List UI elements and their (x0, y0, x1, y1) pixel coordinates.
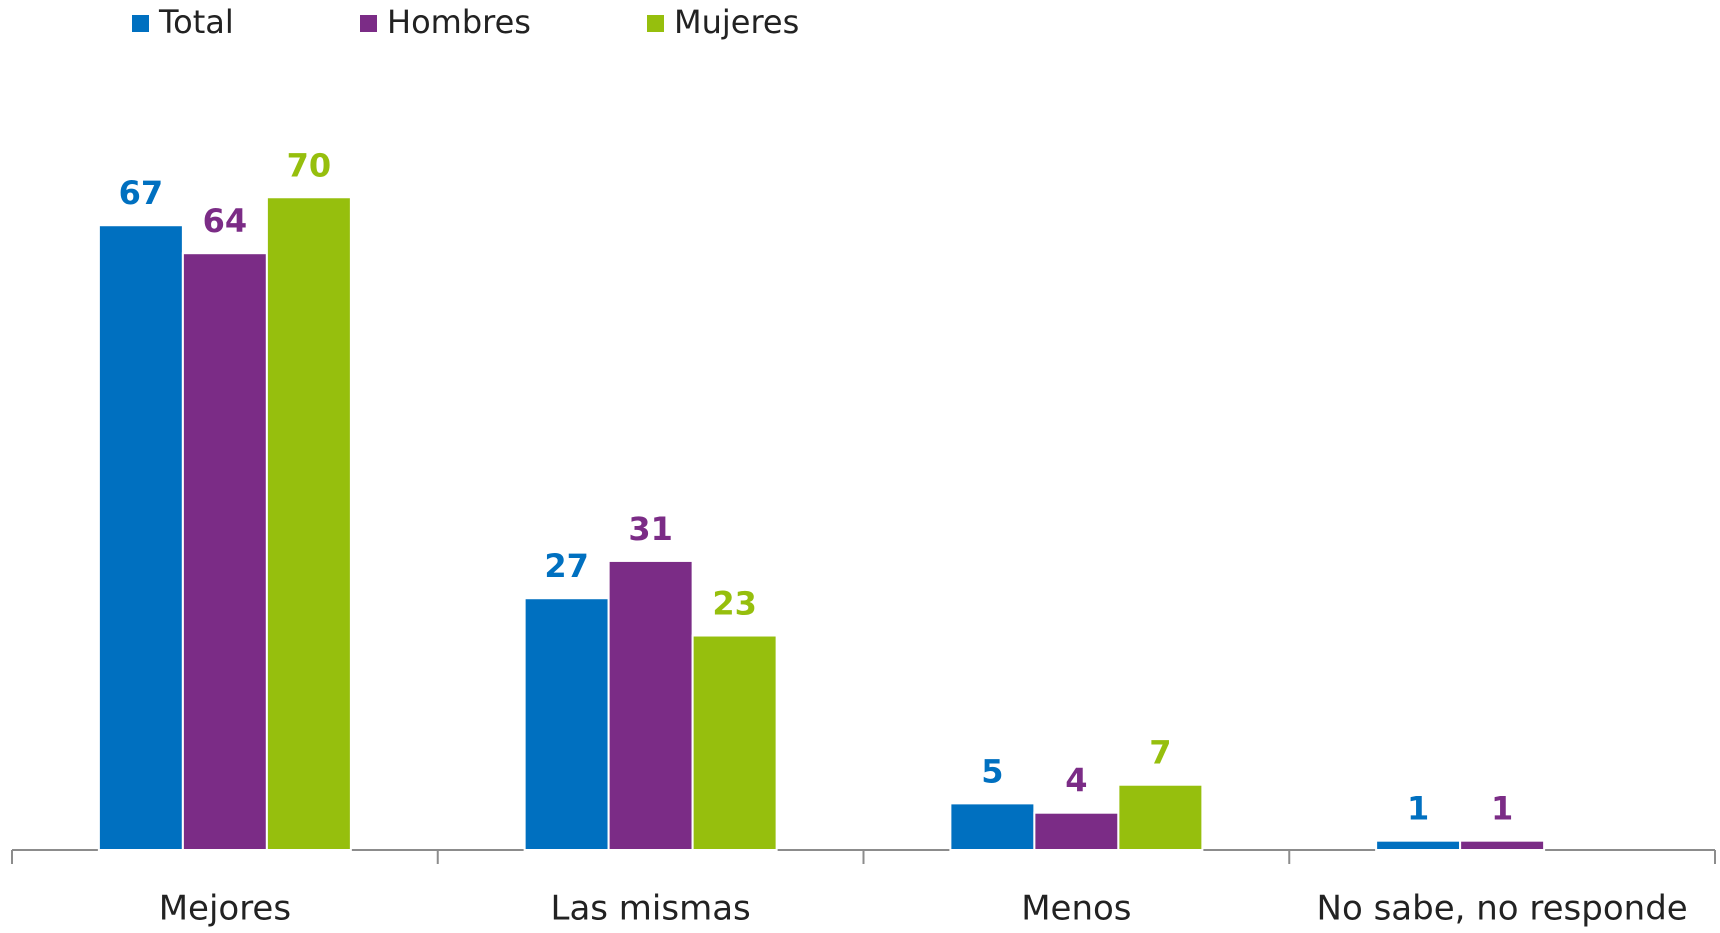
value-label: 4 (1065, 762, 1087, 800)
value-label: 67 (119, 174, 164, 212)
bar (949, 802, 1036, 851)
legend-label: Total (158, 3, 234, 41)
legend-swatch (647, 15, 664, 32)
bar (1375, 839, 1462, 851)
x-tick-label: Las mismas (551, 889, 751, 929)
bar (607, 559, 694, 851)
x-tick-label: Mejores (159, 889, 291, 929)
value-label: 23 (712, 585, 757, 623)
value-label: 7 (1149, 734, 1171, 772)
value-label: 1 (1407, 790, 1429, 828)
value-label: 70 (287, 146, 332, 184)
bar (97, 224, 184, 852)
value-label: 64 (203, 202, 248, 240)
value-label: 5 (981, 752, 1003, 790)
value-label: 27 (544, 547, 589, 585)
value-label: 1 (1491, 790, 1513, 828)
bar (1459, 839, 1546, 851)
legend-label: Mujeres (674, 3, 799, 41)
bar (691, 634, 778, 852)
legend-label: Hombres (387, 3, 531, 41)
bar (181, 252, 268, 851)
x-tick-label: No sabe, no responde (1317, 889, 1688, 929)
legend-swatch (132, 15, 149, 32)
bar (523, 597, 610, 851)
legend-swatch (360, 15, 377, 32)
bar (1117, 783, 1204, 851)
x-tick-label: Menos (1021, 889, 1131, 929)
bar (1033, 811, 1120, 852)
bar (265, 196, 352, 851)
value-label: 31 (628, 510, 673, 548)
